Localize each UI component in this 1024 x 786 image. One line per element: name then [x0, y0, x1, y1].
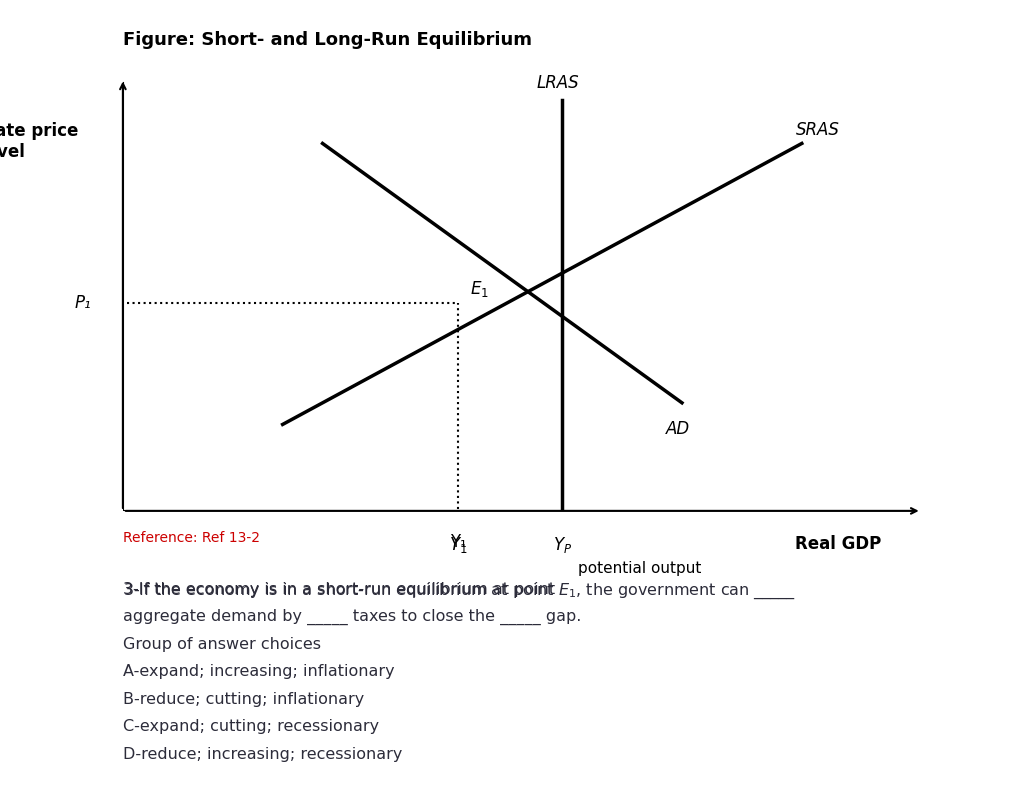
Text: P₁: P₁	[75, 295, 91, 312]
Text: $Y_1$: $Y_1$	[450, 534, 468, 555]
Text: Y₁: Y₁	[450, 533, 467, 550]
Text: D-reduce; increasing; recessionary: D-reduce; increasing; recessionary	[123, 747, 402, 762]
Text: 3-If the economy is in a short-run equilibrium at point: 3-If the economy is in a short-run equil…	[123, 582, 560, 597]
Text: Aggregate price
level: Aggregate price level	[0, 122, 79, 160]
Text: AD: AD	[666, 420, 690, 438]
Text: potential output: potential output	[579, 560, 701, 575]
Text: $E_1$: $E_1$	[470, 279, 489, 299]
Text: $Y_P$: $Y_P$	[553, 534, 571, 555]
Text: Reference: Ref 13-2: Reference: Ref 13-2	[123, 531, 260, 545]
Text: aggregate demand by _____ taxes to close the _____ gap.: aggregate demand by _____ taxes to close…	[123, 609, 582, 626]
Text: SRAS: SRAS	[796, 122, 840, 139]
Text: Real GDP: Real GDP	[796, 534, 882, 553]
Text: C-expand; cutting; recessionary: C-expand; cutting; recessionary	[123, 719, 379, 734]
Text: Group of answer choices: Group of answer choices	[123, 637, 321, 652]
Text: A-expand; increasing; inflationary: A-expand; increasing; inflationary	[123, 664, 394, 679]
Text: Figure: Short- and Long-Run Equilibrium: Figure: Short- and Long-Run Equilibrium	[123, 31, 531, 50]
Text: LRAS: LRAS	[537, 74, 580, 91]
Text: B-reduce; cutting; inflationary: B-reduce; cutting; inflationary	[123, 692, 365, 707]
Text: 3-If the economy is in a short-run equilibrium at point $E_1$, the government ca: 3-If the economy is in a short-run equil…	[123, 582, 796, 601]
